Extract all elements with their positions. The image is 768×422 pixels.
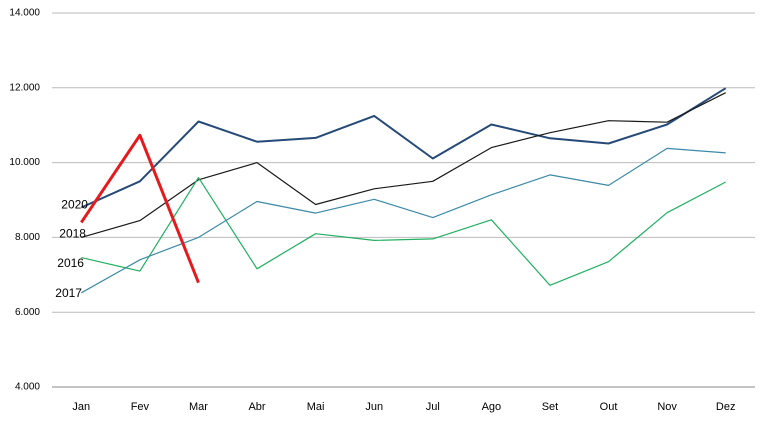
- x-tick-label: Set: [542, 401, 559, 413]
- series-label: 2017: [55, 286, 82, 300]
- series-label: 2020: [61, 198, 88, 212]
- x-tick-label: Mar: [189, 401, 208, 413]
- x-tick-label: Fev: [131, 401, 150, 413]
- series-line: [80, 87, 727, 209]
- series-line: [81, 147, 726, 294]
- x-tick-label: Jan: [72, 401, 90, 413]
- y-tick-label: 10.000: [9, 157, 40, 168]
- series-label: 2018: [59, 227, 86, 241]
- y-tick-label: 6.000: [15, 307, 40, 318]
- y-tick-label: 4.000: [15, 382, 40, 393]
- x-tick-label: Dez: [716, 401, 736, 413]
- x-tick-label: Jun: [365, 401, 383, 413]
- series-line: [81, 177, 726, 286]
- x-tick-label: Mai: [307, 401, 325, 413]
- series-line: [81, 92, 726, 238]
- y-tick-label: 14.000: [9, 8, 40, 19]
- x-tick-label: Nov: [657, 401, 677, 413]
- x-tick-label: Out: [600, 401, 618, 413]
- series-label: 2016: [57, 256, 84, 270]
- x-tick-label: Abr: [248, 401, 265, 413]
- y-tick-label: 12.000: [9, 82, 40, 93]
- x-tick-label: Ago: [482, 401, 502, 413]
- series-line: [80, 133, 200, 284]
- y-tick-label: 8.000: [15, 232, 40, 243]
- x-tick-label: Jul: [426, 401, 440, 413]
